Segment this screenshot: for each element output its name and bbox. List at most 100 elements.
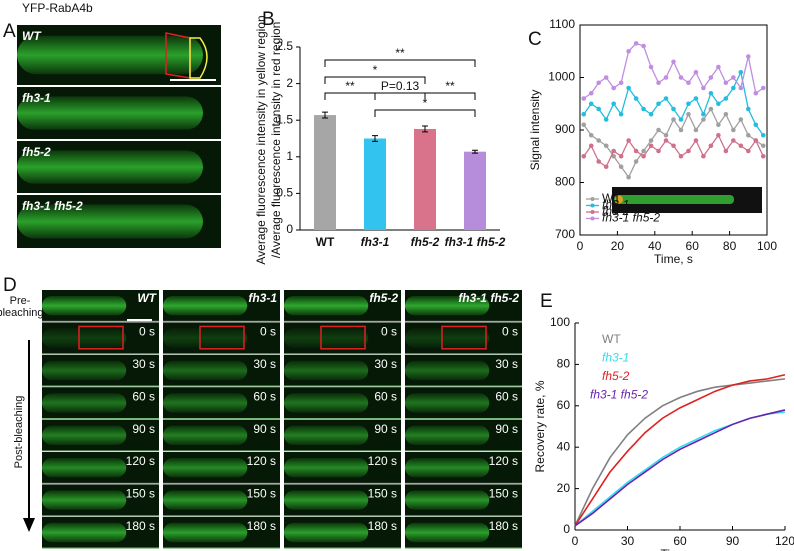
data-point bbox=[641, 106, 646, 112]
y-tick-label: 80 bbox=[557, 357, 571, 371]
data-point bbox=[663, 132, 669, 138]
panel-letter: A bbox=[3, 21, 16, 42]
data-point bbox=[663, 96, 669, 101]
time-label: 90 s bbox=[132, 422, 155, 436]
x-tick-label: 60 bbox=[673, 534, 687, 548]
pollen-tube bbox=[405, 522, 490, 543]
image-label: fh3-1 fh5-2 bbox=[22, 199, 83, 213]
data-point bbox=[760, 153, 766, 159]
series-line bbox=[574, 373, 786, 527]
data-point bbox=[701, 153, 706, 159]
time-label: 150 s bbox=[489, 487, 518, 501]
series-line bbox=[574, 378, 786, 527]
data-point bbox=[738, 69, 744, 75]
pollen-tube bbox=[163, 328, 248, 348]
time-label: 30 s bbox=[495, 357, 518, 371]
time-label: 0 s bbox=[381, 325, 397, 339]
image-label: fh3-1 bbox=[22, 91, 51, 105]
x-tick-label: 40 bbox=[648, 239, 662, 253]
data-point bbox=[656, 101, 661, 107]
significance-label: ** bbox=[395, 46, 405, 60]
significance-label: * bbox=[423, 96, 428, 110]
pollen-tube bbox=[163, 296, 248, 316]
bar bbox=[464, 151, 486, 230]
legend-label: fh3-1 fh5-2 bbox=[590, 388, 648, 402]
bar bbox=[414, 128, 436, 230]
inset-tip bbox=[615, 195, 623, 204]
error-bar bbox=[472, 149, 478, 154]
data-point bbox=[626, 174, 631, 180]
series-line bbox=[583, 42, 764, 100]
bleach-region bbox=[199, 325, 245, 350]
data-point bbox=[753, 122, 759, 128]
y-tick-label: 0 bbox=[563, 522, 570, 536]
data-point bbox=[731, 75, 736, 80]
data-point bbox=[723, 148, 729, 154]
data-point bbox=[723, 111, 729, 117]
x-tick-label: fh5-2 bbox=[411, 235, 440, 249]
x-tick-label: 120 bbox=[775, 534, 794, 548]
data-point bbox=[603, 143, 609, 149]
pollen-tube bbox=[284, 393, 369, 413]
x-axis-label: Time, s bbox=[661, 547, 700, 551]
data-point bbox=[671, 59, 676, 65]
data-point bbox=[708, 106, 714, 112]
data-point bbox=[746, 54, 751, 59]
pollen-tube bbox=[17, 204, 203, 239]
y-tick-label: 900 bbox=[555, 122, 575, 136]
data-point bbox=[686, 111, 691, 117]
column-label: fh5-2 bbox=[369, 291, 398, 305]
column-label: WT bbox=[137, 291, 157, 305]
significance-label: P=0.13 bbox=[381, 79, 420, 93]
data-point bbox=[701, 85, 706, 91]
data-point bbox=[746, 106, 751, 112]
data-point bbox=[626, 85, 631, 91]
data-point bbox=[738, 143, 744, 149]
x-tick-label: 80 bbox=[723, 239, 737, 253]
time-label: 180 s bbox=[247, 519, 276, 533]
y-axis-label: /Average fluorescence intensity in red r… bbox=[269, 22, 283, 259]
data-point bbox=[678, 127, 684, 133]
data-point bbox=[693, 69, 699, 75]
data-point bbox=[588, 101, 594, 107]
x-tick-label: WT bbox=[316, 235, 335, 249]
y-tick-label: 800 bbox=[555, 175, 575, 189]
legend-marker bbox=[590, 197, 595, 201]
data-point bbox=[686, 80, 691, 86]
y-tick-label: 60 bbox=[557, 398, 571, 412]
time-label: 30 s bbox=[132, 357, 155, 371]
x-tick-label: fh3-1 fh5-2 bbox=[445, 235, 506, 249]
data-point bbox=[708, 143, 714, 149]
x-tick-label: fh3-1 bbox=[361, 235, 390, 249]
time-label: 120 s bbox=[368, 454, 397, 468]
data-point bbox=[671, 117, 676, 122]
data-point bbox=[633, 148, 639, 154]
pollen-tube bbox=[405, 393, 490, 413]
data-point bbox=[731, 85, 736, 91]
data-point bbox=[686, 101, 691, 107]
time-label: 30 s bbox=[374, 357, 397, 371]
pollen-tube bbox=[405, 458, 490, 478]
time-label: 120 s bbox=[126, 454, 155, 468]
data-point bbox=[611, 148, 616, 154]
data-point bbox=[641, 153, 646, 159]
bleach-region bbox=[441, 325, 487, 350]
data-point bbox=[746, 148, 751, 154]
pollen-tube bbox=[42, 393, 127, 413]
bar bbox=[314, 115, 336, 230]
data-point bbox=[648, 143, 654, 149]
image-label: WT bbox=[22, 29, 42, 43]
data-point bbox=[760, 132, 766, 138]
panel-title: YFP-RabA4b bbox=[22, 1, 93, 15]
pollen-tube bbox=[42, 296, 127, 316]
y-tick-label: 1.5 bbox=[276, 112, 293, 126]
data-point bbox=[693, 96, 699, 101]
pollen-tube bbox=[163, 458, 248, 478]
pollen-tube bbox=[42, 360, 127, 381]
x-tick-label: 60 bbox=[686, 239, 700, 253]
y-tick-label: 20 bbox=[557, 481, 571, 495]
data-point bbox=[760, 85, 766, 91]
time-label: 90 s bbox=[374, 422, 397, 436]
time-label: 0 s bbox=[502, 325, 518, 339]
bleach-region bbox=[320, 325, 366, 350]
